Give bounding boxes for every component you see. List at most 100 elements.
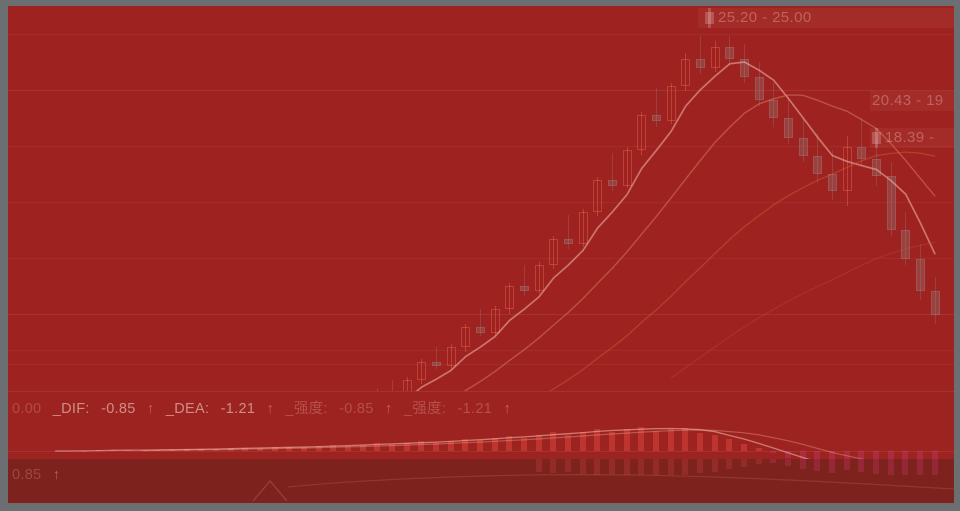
candle-wick — [567, 214, 569, 249]
lower-hist-bar — [652, 459, 659, 475]
candle-body — [475, 326, 485, 333]
candle-wick — [905, 212, 907, 265]
macd-hist-bar — [403, 442, 410, 451]
lower-hist-bar — [682, 459, 689, 475]
lower-hist-bar — [740, 459, 747, 467]
candle-body — [446, 347, 456, 367]
candle-body — [534, 264, 544, 292]
macd-hist-bar — [931, 451, 938, 459]
lower-hist-bar — [594, 459, 601, 475]
chart-surface[interactable]: 25.20 - 25.00 20.43 - 19 18.39 - 0.00 _D… — [8, 6, 954, 503]
macd-hist-bar — [872, 451, 879, 459]
macd-hist-bar — [491, 438, 498, 451]
macd-hist-bar — [682, 428, 689, 451]
candle-body — [666, 85, 676, 121]
candle-wick — [611, 153, 613, 192]
panel-divider — [8, 391, 954, 392]
candle-wick — [406, 376, 408, 391]
gridline — [8, 258, 954, 259]
candle-body — [695, 59, 705, 68]
candle-body — [622, 150, 632, 186]
candle-body — [930, 291, 940, 315]
macd-hist-bar — [858, 451, 865, 459]
ma-line-12 — [463, 94, 936, 391]
macd-hist-bar — [462, 438, 469, 451]
lower-hist-bar — [535, 459, 542, 472]
macd-hist-bar — [227, 448, 234, 451]
candle-wick — [450, 344, 452, 370]
lower-hist-bar — [608, 459, 615, 474]
candle-body — [857, 147, 867, 160]
candle-wick — [743, 44, 745, 83]
lower-hist-bar — [638, 459, 645, 475]
macd-hist-bar — [432, 442, 439, 451]
lower-hist-bar — [931, 459, 938, 475]
macd-hist-bar — [330, 445, 337, 451]
gridline — [8, 146, 954, 147]
candle-wick — [641, 112, 643, 155]
macd-hist-bar — [359, 444, 366, 451]
macd-hist-bar — [594, 429, 601, 451]
candle-body — [637, 114, 647, 151]
candle-wick — [934, 276, 936, 324]
macd-hist-bar — [535, 435, 542, 451]
ma-line-45 — [670, 241, 936, 379]
candle-body — [827, 173, 837, 192]
macd-hist-bar — [564, 434, 571, 451]
candle-wick — [685, 53, 687, 92]
macd-hist-bar — [418, 441, 425, 451]
macd-hist-bar — [667, 429, 674, 451]
candle-wick — [391, 379, 393, 391]
candle-body — [798, 138, 808, 157]
candle-wick — [655, 88, 657, 127]
macd-hist-bar — [286, 446, 293, 451]
candle-wick — [597, 176, 599, 217]
candle-body — [725, 47, 735, 60]
candle-body — [871, 159, 881, 176]
moving-average-lines — [415, 61, 936, 391]
strength-indicator-panel[interactable]: 0.85 ↑ — [8, 459, 954, 503]
candle-body — [769, 100, 779, 118]
macd-dif-line — [55, 427, 811, 459]
macd-indicator-panel[interactable]: 0.00 _DIF: -0.85 ↑ _DEA: -1.21 ↑ _强度: -0… — [8, 391, 954, 459]
macd-hist-bar — [755, 448, 762, 451]
candle-body — [754, 76, 764, 101]
gridline — [8, 314, 954, 315]
candle-body — [813, 156, 823, 174]
lower-hist-bar — [814, 459, 821, 471]
macd-hist-bar — [344, 445, 351, 451]
lower-hist-bar — [799, 459, 806, 469]
candle-wick — [479, 309, 481, 336]
candle-body — [461, 326, 471, 348]
candle-wick — [626, 147, 628, 189]
ma-line-5 — [415, 61, 936, 391]
peak-marker-icon — [252, 479, 288, 502]
candle-body — [593, 179, 603, 213]
candle-body — [505, 285, 515, 310]
lower-hist-bar — [784, 459, 791, 467]
gridline — [8, 364, 954, 365]
macd-hist-bar — [315, 446, 322, 451]
candle-body — [519, 285, 529, 292]
candle-wick — [494, 306, 496, 336]
candle-wick — [919, 244, 921, 301]
macd-hist-bar — [271, 447, 278, 451]
candle-body — [915, 259, 925, 292]
macd-hist-bar — [814, 451, 821, 459]
macd-hist-bar — [300, 447, 307, 451]
macd-hist-bar — [168, 449, 175, 451]
lower-hist-bar — [916, 459, 923, 475]
macd-hist-bar — [520, 437, 527, 451]
candle-body — [490, 309, 500, 333]
lower-hist-bar — [726, 459, 733, 470]
macd-hist-bar — [799, 451, 806, 459]
candle-body — [886, 175, 896, 230]
lower-hist-bar — [902, 459, 909, 475]
lower-hist-bar — [564, 459, 571, 473]
candle-body — [710, 47, 720, 68]
macd-hist-bar — [887, 451, 894, 459]
macd-hist-bar — [623, 429, 630, 451]
candle-body — [563, 238, 573, 245]
candle-body — [607, 179, 617, 186]
candlestick-price-panel[interactable]: 25.20 - 25.00 20.43 - 19 18.39 - — [8, 6, 954, 391]
